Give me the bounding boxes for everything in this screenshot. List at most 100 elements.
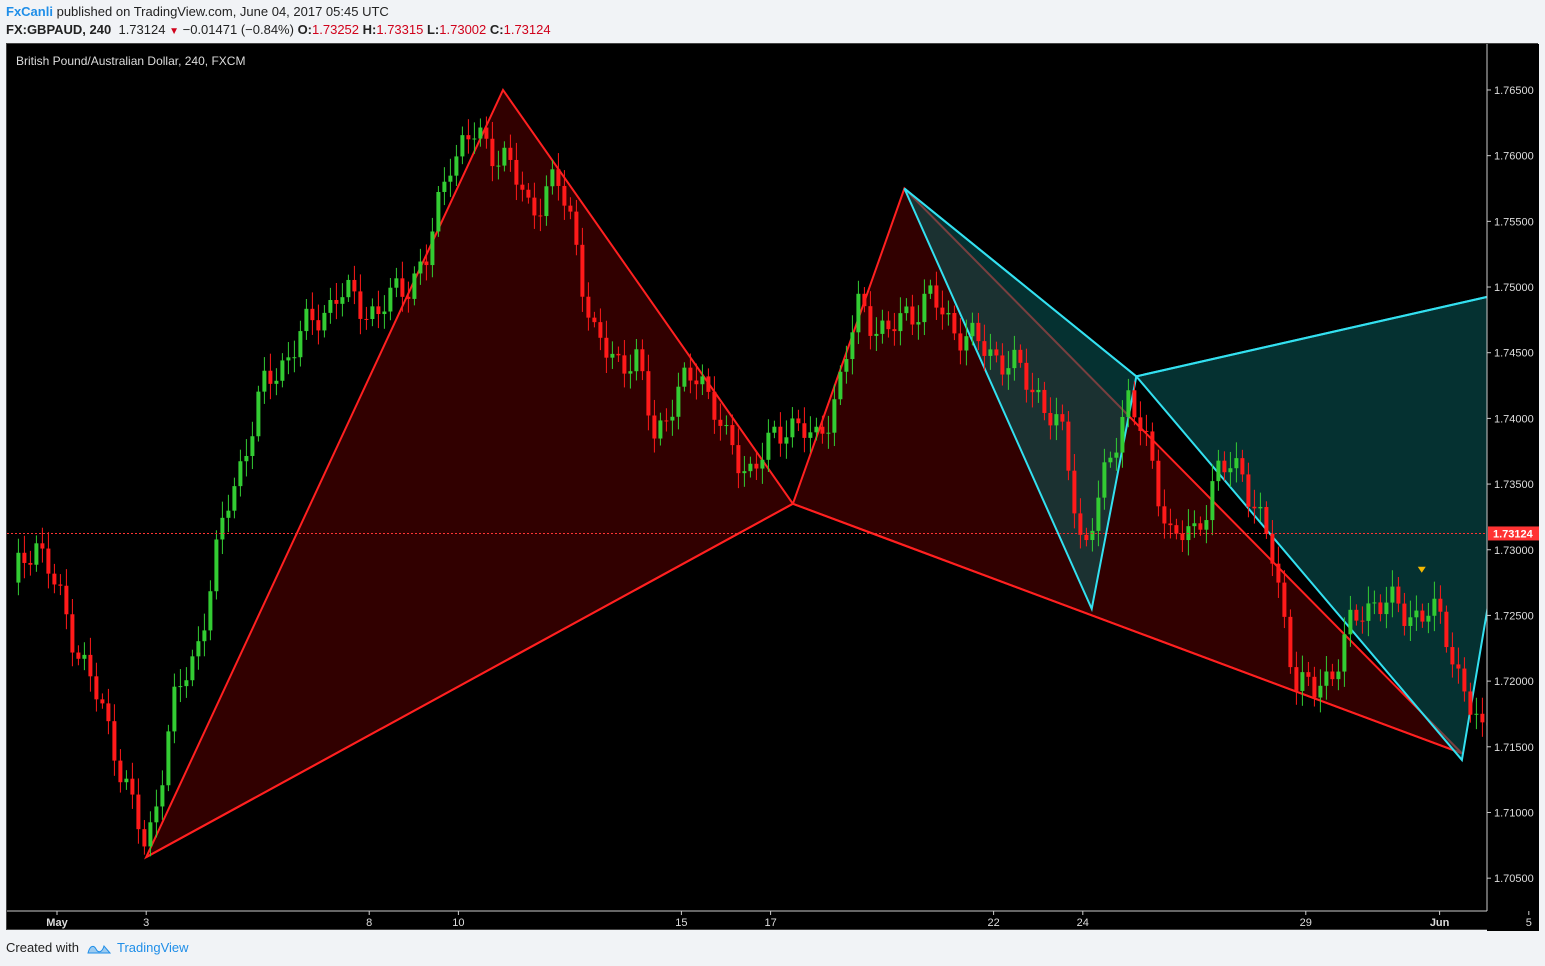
price-chart[interactable]: 1.76500 1.76000 1.75500 1.75000 1.74500 1.740… — [7, 44, 1539, 931]
candle-body[interactable] — [592, 317, 597, 323]
candle-body[interactable] — [1330, 671, 1335, 680]
candle-body[interactable] — [958, 333, 963, 351]
candle-body[interactable] — [1030, 389, 1035, 393]
candle-body[interactable] — [448, 175, 453, 182]
candle-body[interactable] — [1360, 620, 1365, 622]
candle-body[interactable] — [1036, 389, 1041, 393]
candle-body[interactable] — [1084, 534, 1089, 541]
candle-body[interactable] — [334, 299, 339, 304]
candle-body[interactable] — [472, 138, 477, 140]
author-link[interactable]: FxCanli — [6, 4, 53, 19]
candle-body[interactable] — [148, 822, 153, 847]
candle-body[interactable] — [664, 420, 669, 422]
candle-body[interactable] — [706, 376, 711, 392]
candle-body[interactable] — [1282, 582, 1287, 617]
candle-body[interactable] — [826, 432, 831, 434]
candle-body[interactable] — [232, 486, 237, 511]
candle-body[interactable] — [310, 308, 315, 321]
candle-body[interactable] — [94, 676, 99, 700]
candle-body[interactable] — [532, 197, 537, 216]
candle-body[interactable] — [112, 721, 117, 761]
candle-body[interactable] — [1438, 598, 1443, 612]
candle-body[interactable] — [328, 299, 333, 313]
candle-body[interactable] — [1306, 672, 1311, 677]
chart-panel[interactable]: 1.76500 1.76000 1.75500 1.75000 1.74500 1.740… — [6, 43, 1539, 931]
candle-body[interactable] — [64, 585, 69, 615]
candle-body[interactable] — [280, 360, 285, 381]
candle-body[interactable] — [88, 654, 93, 677]
candle-body[interactable] — [160, 785, 165, 807]
candle-body[interactable] — [676, 386, 681, 417]
candle-body[interactable] — [1102, 462, 1107, 498]
candle-body[interactable] — [820, 426, 825, 434]
tradingview-link[interactable]: TradingView — [116, 940, 189, 955]
candle-body[interactable] — [1234, 458, 1239, 469]
candle-body[interactable] — [478, 127, 483, 139]
candle-body[interactable] — [1078, 513, 1083, 535]
candle-body[interactable] — [970, 322, 975, 337]
candle-body[interactable] — [874, 333, 879, 336]
candle-body[interactable] — [250, 436, 255, 457]
candle-body[interactable] — [136, 794, 141, 830]
candle-body[interactable] — [604, 337, 609, 358]
candle-body[interactable] — [130, 778, 135, 795]
candle-body[interactable] — [388, 287, 393, 312]
candle-body[interactable] — [586, 296, 591, 318]
candle-body[interactable] — [1222, 460, 1227, 473]
candle-body[interactable] — [394, 278, 399, 288]
candle-body[interactable] — [1024, 362, 1029, 390]
candle-body[interactable] — [436, 191, 441, 232]
candle-body[interactable] — [850, 332, 855, 360]
candle-body[interactable] — [550, 169, 555, 187]
candle-body[interactable] — [880, 320, 885, 334]
candle-body[interactable] — [1324, 671, 1329, 686]
candle-body[interactable] — [46, 548, 51, 574]
candle-body[interactable] — [220, 517, 225, 540]
candle-body[interactable] — [1378, 602, 1383, 615]
candle-body[interactable] — [736, 445, 741, 474]
candle-body[interactable] — [376, 306, 381, 315]
candle-body[interactable] — [340, 297, 345, 304]
candle-body[interactable] — [1342, 634, 1347, 672]
candle-body[interactable] — [538, 215, 543, 217]
candle-body[interactable] — [262, 370, 267, 392]
candle-body[interactable] — [1144, 430, 1149, 432]
candle-body[interactable] — [1204, 520, 1209, 530]
candle-body[interactable] — [202, 630, 207, 642]
candle-body[interactable] — [1048, 412, 1053, 426]
candle-body[interactable] — [682, 367, 687, 387]
candle-body[interactable] — [976, 322, 981, 342]
candle-body[interactable] — [934, 285, 939, 308]
candle-body[interactable] — [286, 357, 291, 361]
candle-body[interactable] — [1474, 713, 1479, 715]
candle-body[interactable] — [712, 391, 717, 420]
candle-body[interactable] — [862, 293, 867, 307]
candle-body[interactable] — [1132, 390, 1137, 418]
candle-body[interactable] — [1456, 664, 1461, 669]
candle-body[interactable] — [688, 367, 693, 381]
candle-body[interactable] — [574, 211, 579, 245]
candle-body[interactable] — [190, 656, 195, 681]
candle-body[interactable] — [598, 322, 603, 338]
candle-body[interactable] — [658, 420, 663, 439]
candle-body[interactable] — [1096, 497, 1101, 531]
candle-body[interactable] — [1414, 610, 1419, 618]
candle-body[interactable] — [766, 432, 771, 460]
candle-body[interactable] — [1264, 506, 1269, 534]
candle-body[interactable] — [370, 306, 375, 320]
candle-body[interactable] — [754, 463, 759, 469]
candle-body[interactable] — [496, 165, 501, 167]
candle-body[interactable] — [796, 418, 801, 424]
candle-body[interactable] — [1444, 611, 1449, 648]
candle-body[interactable] — [1294, 667, 1299, 691]
candle-body[interactable] — [526, 189, 531, 198]
candle-body[interactable] — [1270, 533, 1275, 564]
candle-body[interactable] — [1018, 349, 1023, 363]
candle-body[interactable] — [178, 686, 183, 688]
candle-body[interactable] — [622, 355, 627, 374]
candle-body[interactable] — [634, 349, 639, 372]
candle-body[interactable] — [1432, 598, 1437, 616]
candle-body[interactable] — [628, 371, 633, 374]
candle-body[interactable] — [1192, 523, 1197, 527]
candle-body[interactable] — [304, 308, 309, 332]
